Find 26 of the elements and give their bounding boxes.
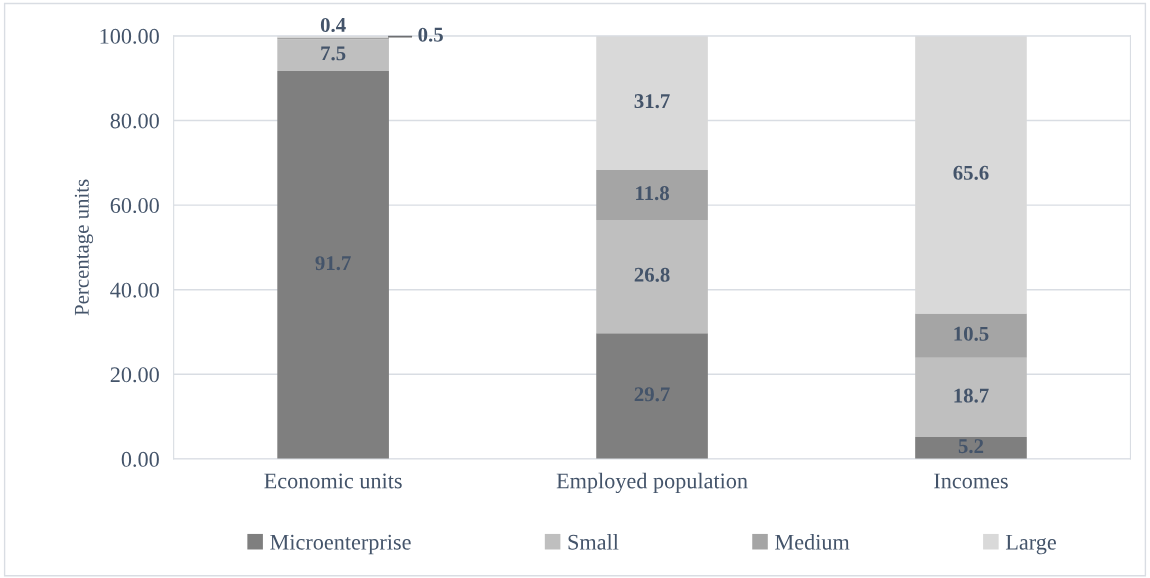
y-tick-label: 60.00: [110, 198, 159, 214]
data-label: 65.6: [953, 165, 989, 180]
data-label: 31.7: [634, 94, 670, 109]
x-tick-label: Employed population: [556, 472, 748, 494]
legend-label: Medium: [775, 534, 850, 550]
data-label: 18.7: [954, 388, 989, 403]
y-tick-label: 100.00: [100, 28, 159, 44]
y-tick-label: 20.00: [110, 367, 159, 383]
data-label: 0.4: [320, 17, 346, 33]
x-tick-label: Economic units: [264, 473, 402, 489]
legend-label: Microenterprise: [270, 534, 411, 555]
data-label: 26.8: [634, 267, 670, 282]
data-label: 11.8: [636, 186, 670, 201]
data-label: 0.5: [418, 27, 443, 42]
data-label: 91.7: [315, 256, 351, 271]
legend-label: Small: [568, 534, 619, 550]
y-tick-label: 40.00: [110, 282, 159, 298]
x-tick-label: Incomes: [934, 473, 1008, 489]
y-tick-label: 0.00: [121, 451, 159, 467]
data-label: 7.5: [321, 46, 346, 61]
data-label: 29.7: [634, 387, 670, 402]
y-axis-title: Percentage units: [74, 179, 94, 316]
legend-label: Large: [1005, 534, 1056, 555]
data-label: 5.2: [958, 439, 984, 454]
y-tick-label: 80.00: [110, 113, 159, 129]
data-label: 10.5: [954, 326, 989, 341]
